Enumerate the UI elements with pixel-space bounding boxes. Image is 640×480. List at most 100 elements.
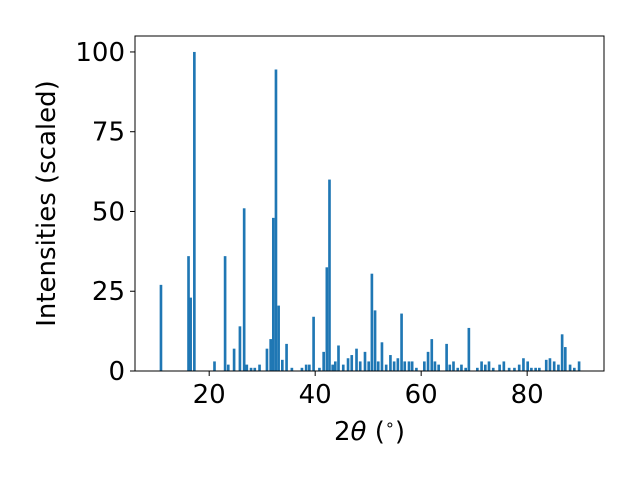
bar [358, 361, 362, 371]
bar [498, 364, 501, 371]
bar [253, 367, 257, 371]
bar [526, 361, 530, 371]
bar [269, 339, 272, 371]
bar [187, 256, 190, 371]
x-axis-ticks: 20 40 60 80 [193, 371, 544, 410]
bar [281, 359, 284, 371]
y-tick-label: 0 [108, 357, 125, 387]
x-axis-label: 2θ (∘) [334, 415, 405, 447]
y-tick-label: 25 [92, 277, 125, 307]
bar [159, 284, 163, 371]
bar [376, 361, 380, 371]
bar [560, 334, 564, 371]
bar [467, 327, 471, 371]
bar [242, 208, 246, 371]
bar [563, 347, 567, 371]
bar [448, 364, 452, 371]
bar [476, 367, 479, 371]
bar [437, 364, 440, 371]
bar [384, 364, 388, 371]
bar [363, 351, 367, 371]
x-tick-label: 60 [405, 380, 438, 410]
bar [337, 345, 340, 371]
bar [396, 358, 400, 371]
bar [325, 267, 329, 371]
bar [392, 361, 396, 371]
bar [308, 364, 311, 371]
bar [491, 367, 495, 371]
bar [534, 367, 537, 371]
bar [355, 348, 358, 371]
bar [577, 361, 581, 371]
bar [538, 367, 541, 371]
bar [223, 256, 227, 371]
bar [290, 367, 294, 371]
x-axis-label-prefix: 2 [334, 417, 351, 447]
y-axis-ticks: 0 25 50 75 100 [75, 38, 135, 387]
bar [460, 364, 463, 371]
bar [318, 367, 321, 371]
bar [557, 364, 560, 371]
bar [483, 364, 487, 371]
bar [333, 361, 337, 371]
bar [226, 364, 230, 371]
bar [258, 364, 261, 371]
y-axis-label: Intensities (scaled) [32, 80, 62, 327]
plot-frame [134, 35, 605, 372]
bar [322, 351, 325, 371]
bar [452, 361, 455, 371]
bar [271, 217, 275, 371]
bar [367, 361, 371, 371]
bar [328, 179, 331, 371]
bar [544, 359, 548, 371]
bar [502, 361, 506, 371]
bar [464, 367, 468, 371]
bar [445, 343, 448, 371]
bars-group [159, 51, 581, 371]
bar [350, 355, 354, 371]
bar [370, 273, 374, 371]
bar [304, 364, 308, 371]
bar [522, 358, 525, 371]
bar [548, 358, 552, 371]
bar [407, 361, 411, 371]
bar [423, 361, 426, 371]
x-tick-label: 80 [511, 380, 544, 410]
bar [189, 297, 192, 371]
bar [410, 361, 414, 371]
bar [249, 367, 253, 371]
bar [373, 310, 377, 371]
bar [265, 348, 269, 371]
bar [517, 364, 521, 371]
bar [274, 69, 278, 371]
x-axis-label-symbol: θ [351, 417, 367, 447]
x-tick-label: 40 [299, 380, 332, 410]
y-tick-label: 75 [92, 118, 125, 148]
bar [193, 51, 196, 371]
bar [415, 367, 418, 371]
bar [213, 361, 216, 371]
bar [380, 342, 384, 371]
bar [433, 361, 437, 371]
x-axis-label-suffix: ( [366, 417, 384, 447]
bar [285, 343, 288, 371]
bar [389, 355, 392, 371]
bar [312, 316, 315, 371]
bar [513, 367, 516, 371]
bar [552, 361, 556, 371]
x-axis-label-degree: ∘ [385, 415, 395, 434]
bar [341, 364, 345, 371]
bar [426, 351, 430, 371]
bar [530, 367, 533, 371]
bar [346, 358, 350, 371]
bar [403, 361, 407, 371]
bar [238, 326, 242, 371]
bar [480, 361, 483, 371]
bar [456, 367, 460, 371]
x-tick-label: 20 [193, 380, 226, 410]
bar [430, 339, 434, 371]
bar [300, 367, 304, 371]
x-axis-label-close: ) [395, 417, 405, 447]
bar [232, 348, 236, 371]
